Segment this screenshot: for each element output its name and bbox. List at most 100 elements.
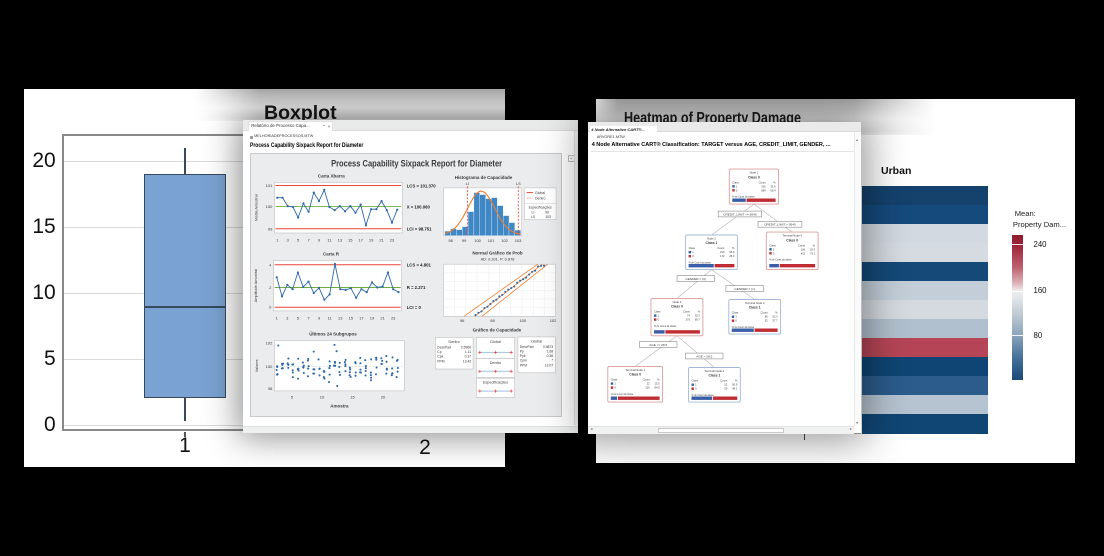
svg-text:13: 13	[338, 237, 343, 242]
svg-text:Count: Count	[761, 311, 768, 315]
svg-text:23: 23	[391, 315, 396, 320]
svg-text:20.9: 20.9	[810, 247, 816, 251]
svg-text:Cpk: Cpk	[437, 354, 443, 358]
svg-text:20: 20	[381, 394, 386, 399]
svg-text:%: %	[813, 243, 816, 247]
svg-text:1: 1	[736, 315, 738, 319]
svg-text:98: 98	[268, 386, 273, 391]
svg-text:9: 9	[318, 315, 321, 320]
svg-text:9: 9	[318, 237, 321, 242]
svg-text:Dentro: Dentro	[490, 361, 501, 365]
svg-text:DesvPad: DesvPad	[520, 345, 534, 349]
svg-text:15.5: 15.5	[655, 382, 661, 386]
svg-text:170: 170	[686, 318, 691, 322]
svg-text:%: %	[698, 310, 701, 314]
svg-text:Global: Global	[535, 191, 545, 195]
svg-text:102: 102	[550, 318, 557, 323]
svg-text:13: 13	[338, 315, 343, 320]
svg-text:Global: Global	[531, 339, 542, 343]
svg-text:Count: Count	[721, 379, 728, 383]
svg-text:15: 15	[350, 394, 355, 399]
svg-text:99: 99	[462, 238, 467, 243]
svg-text:Dentro: Dentro	[448, 340, 459, 344]
svg-text:74: 74	[687, 314, 690, 318]
svg-text:101: 101	[266, 183, 273, 188]
svg-text:98: 98	[490, 318, 495, 323]
svg-text:% de Count da classe: % de Count da classe	[689, 262, 712, 265]
svg-text:0: 0	[773, 251, 775, 255]
svg-text:Carta Xbarra: Carta Xbarra	[318, 173, 345, 178]
svg-text:LCS = 4.801: LCS = 4.801	[407, 262, 432, 267]
svg-text:3: 3	[287, 237, 290, 242]
svg-text:17: 17	[359, 315, 364, 320]
svg-text:86: 86	[765, 315, 768, 319]
svg-text:101: 101	[488, 238, 495, 243]
svg-text:Valores: Valores	[254, 359, 259, 372]
svg-text:Gráfico de Capacidade: Gráfico de Capacidade	[473, 327, 522, 332]
svg-text:19: 19	[370, 315, 375, 320]
svg-text:%: %	[657, 378, 660, 382]
svg-text:100: 100	[266, 204, 273, 209]
svg-text:120: 120	[645, 386, 650, 390]
svg-text:Class: Class	[689, 246, 696, 250]
svg-text:0.36: 0.36	[547, 354, 554, 358]
svg-text:Especificações: Especificações	[483, 380, 508, 384]
svg-text:Count: Count	[798, 243, 805, 247]
svg-text:Cp: Cp	[437, 350, 441, 354]
svg-text:GENDER = (1): GENDER = (1)	[735, 287, 756, 291]
svg-text:5: 5	[291, 394, 294, 399]
svg-text:Terminal Node 1: Terminal Node 1	[626, 368, 646, 372]
svg-text:AGE > 28.5: AGE > 28.5	[696, 354, 712, 358]
svg-text:Pp: Pp	[520, 349, 524, 353]
svg-text:LI: LI	[532, 210, 535, 214]
svg-text:% de Count da classe: % de Count da classe	[769, 259, 792, 262]
svg-text:21: 21	[379, 237, 384, 242]
svg-text:0: 0	[736, 319, 738, 323]
svg-text:DesvPad: DesvPad	[437, 345, 451, 349]
svg-text:79.1: 79.1	[810, 251, 816, 255]
svg-text:0.9873: 0.9873	[543, 345, 553, 349]
svg-text:210: 210	[720, 250, 725, 254]
svg-text:Ppk: Ppk	[520, 354, 526, 358]
svg-text:2: 2	[269, 285, 272, 290]
svg-text:Class: Class	[732, 311, 739, 315]
svg-text:Class: Class	[654, 310, 661, 314]
svg-text:96: 96	[460, 318, 465, 323]
svg-text:0: 0	[615, 386, 617, 390]
svg-text:12.07: 12.07	[545, 363, 554, 367]
svg-text:Class 0: Class 0	[786, 238, 798, 242]
svg-text:1: 1	[276, 315, 279, 320]
svg-text:Class: Class	[732, 180, 739, 184]
svg-text:Process Capability Sixpack Rep: Process Capability Sixpack Report for Di…	[331, 158, 502, 168]
svg-text:CREDIT_LIMIT <= 9540: CREDIT_LIMIT <= 9540	[723, 212, 757, 216]
svg-text:R = 2.271: R = 2.271	[407, 285, 426, 290]
svg-text:15: 15	[349, 315, 354, 320]
svg-text:Dentro: Dentro	[535, 196, 546, 200]
svg-text:31.6: 31.6	[771, 184, 777, 188]
svg-text:Class 1: Class 1	[749, 306, 761, 310]
svg-text:LI: LI	[466, 182, 469, 186]
svg-text:7: 7	[307, 237, 310, 242]
svg-text:AD: 0.201, P: 0.878: AD: 0.201, P: 0.878	[481, 256, 515, 261]
svg-text:0.37: 0.37	[465, 354, 472, 358]
svg-text:%: %	[735, 379, 738, 383]
svg-text:5: 5	[297, 237, 300, 242]
svg-text:1: 1	[615, 382, 617, 386]
svg-text:100: 100	[474, 238, 481, 243]
svg-text:Class: Class	[611, 378, 618, 382]
svg-text:102: 102	[266, 340, 273, 345]
svg-text:22: 22	[647, 382, 650, 386]
svg-text:17: 17	[358, 237, 363, 242]
svg-text:100: 100	[266, 364, 273, 369]
svg-text:103: 103	[545, 215, 551, 219]
svg-text:Count: Count	[759, 180, 766, 184]
svg-text:49.1: 49.1	[732, 387, 738, 391]
svg-text:Carta R: Carta R	[323, 251, 340, 256]
svg-text:%: %	[732, 246, 735, 250]
svg-text:50.9: 50.9	[732, 383, 738, 387]
svg-text:15: 15	[348, 237, 353, 242]
svg-text:4: 4	[269, 262, 272, 267]
svg-text:AGE <= 28.5: AGE <= 28.5	[649, 343, 667, 347]
svg-text:11: 11	[328, 315, 333, 320]
svg-text:Média Amostral: Média Amostral	[253, 194, 258, 221]
